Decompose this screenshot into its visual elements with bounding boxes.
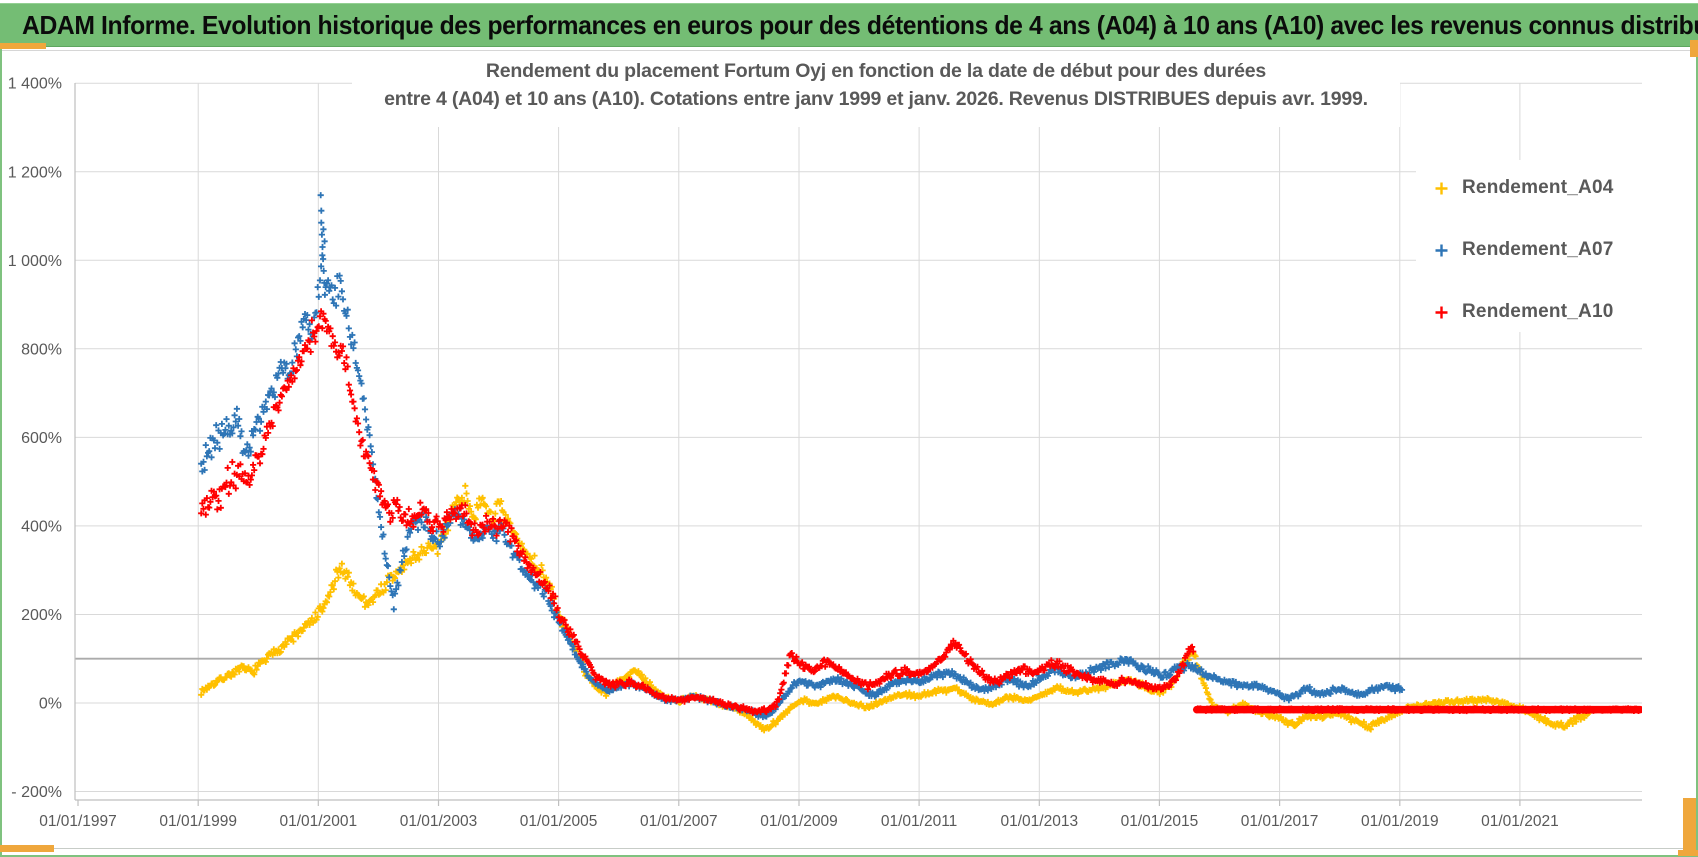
legend-item-a10[interactable]: Rendement_A10 bbox=[1434, 293, 1688, 331]
y-axis-tick-label: 0% bbox=[39, 696, 62, 713]
x-axis-tick-label: 01/01/2003 bbox=[400, 813, 478, 830]
y-axis-tick-label: 1 200% bbox=[8, 164, 62, 181]
x-axis-tick-label: 01/01/2005 bbox=[520, 813, 598, 830]
y-axis-tick-label: 800% bbox=[21, 341, 62, 358]
y-axis-tick-label: 600% bbox=[21, 430, 62, 447]
y-axis-tick-label: - 200% bbox=[11, 784, 62, 801]
x-axis-tick-label: 01/01/1999 bbox=[159, 813, 237, 830]
header-banner[interactable]: ADAM Informe. Evolution historique des p… bbox=[0, 3, 1698, 47]
sheet-border-left bbox=[0, 47, 2, 857]
x-axis-tick-label: 01/01/2011 bbox=[881, 813, 957, 830]
legend-label-a04: Rendement_A04 bbox=[1462, 177, 1614, 198]
legend-item-a04[interactable]: Rendement_A04 bbox=[1434, 169, 1688, 207]
x-axis-tick-label: 01/01/2021 bbox=[1481, 813, 1559, 830]
selection-handle-bottom-right[interactable] bbox=[1683, 798, 1696, 850]
plus-marker-icon bbox=[1435, 306, 1448, 318]
y-axis-tick-label: 400% bbox=[21, 518, 62, 535]
legend-item-a07[interactable]: Rendement_A07 bbox=[1434, 231, 1688, 269]
sheet-border-right bbox=[1696, 57, 1698, 857]
x-axis-tick-label: 01/01/2009 bbox=[760, 813, 838, 830]
legend-label-a07: Rendement_A07 bbox=[1462, 239, 1614, 260]
x-axis-tick-label: 01/01/2015 bbox=[1121, 813, 1199, 830]
x-axis-tick-label: 01/01/2013 bbox=[1001, 813, 1079, 830]
legend-label-a10: Rendement_A10 bbox=[1462, 301, 1614, 322]
row-divider-top bbox=[0, 50, 1698, 51]
chart-legend: Rendement_A04 Rendement_A07 Rendement_A1… bbox=[1416, 160, 1688, 332]
x-axis-tick-label: 01/01/2017 bbox=[1241, 813, 1319, 830]
y-axis-tick-label: 1 400% bbox=[8, 76, 62, 93]
x-axis-tick-label: 01/01/2007 bbox=[640, 813, 718, 830]
chart-title-line2: entre 4 (A04) et 10 ans (A10). Cotations… bbox=[384, 88, 1368, 110]
sheet-border-bottom bbox=[0, 855, 1698, 857]
plus-marker-icon bbox=[1435, 182, 1448, 194]
x-axis-tick-label: 01/01/2001 bbox=[280, 813, 358, 830]
selection-handle-top-right[interactable] bbox=[1690, 40, 1698, 57]
chart-title: Rendement du placement Fortum Oyj en fon… bbox=[352, 57, 1400, 127]
selection-handle-top-left[interactable] bbox=[0, 43, 46, 49]
selection-handle-bottom-right-h[interactable] bbox=[1678, 850, 1698, 856]
x-axis-tick-label: 01/01/2019 bbox=[1361, 813, 1439, 830]
header-banner-text: ADAM Informe. Evolution historique des p… bbox=[22, 9, 1698, 40]
plus-marker-icon bbox=[1435, 244, 1448, 256]
selection-handle-bottom-left[interactable] bbox=[0, 845, 54, 852]
row-divider-bottom bbox=[0, 848, 1698, 849]
y-axis-tick-label: 1 000% bbox=[8, 253, 62, 270]
x-axis-tick-label: 01/01/1997 bbox=[39, 813, 117, 830]
y-axis-tick-label: 200% bbox=[21, 607, 62, 624]
chart-title-line1: Rendement du placement Fortum Oyj en fon… bbox=[485, 60, 1267, 82]
